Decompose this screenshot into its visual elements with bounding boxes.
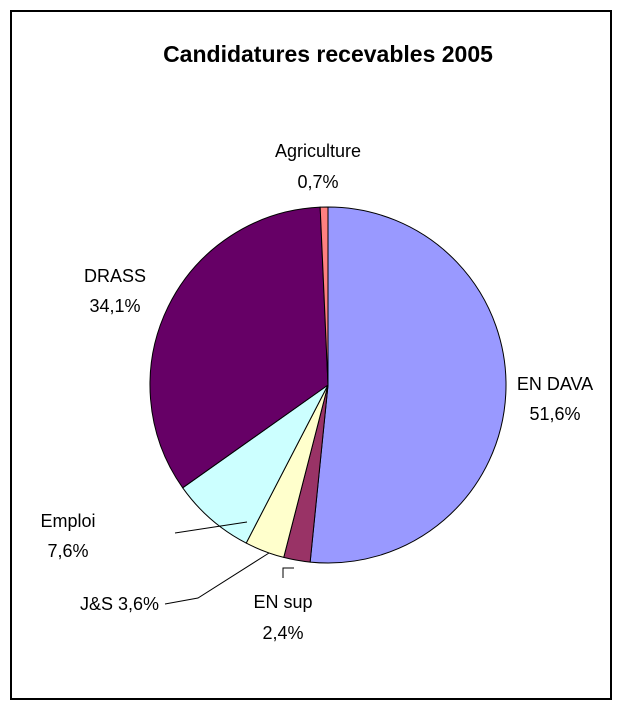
pie-slice-drass	[149, 206, 329, 489]
label-emploi-value: 7,6%	[47, 541, 88, 561]
leader-line-en-sup	[282, 567, 294, 578]
label-en-dava-name: EN DAVA	[517, 374, 593, 394]
leader-line-emploi	[174, 521, 248, 534]
pie-slice-en-dava	[309, 206, 507, 564]
label-agriculture-name: Agriculture	[275, 141, 361, 161]
label-en-dava-value: 51,6%	[529, 404, 580, 424]
leader-line-js	[164, 552, 270, 605]
label-drass-value: 34,1%	[89, 296, 140, 316]
label-en-sup-value: 2,4%	[262, 623, 303, 643]
label-emploi-name: Emploi	[40, 511, 95, 531]
label-drass-name: DRASS	[84, 266, 146, 286]
label-js-value: 3,6%	[118, 594, 159, 614]
label-en-sup-name: EN sup	[253, 592, 312, 612]
label-js-name: J&S	[80, 594, 113, 614]
label-agriculture-value: 0,7%	[297, 172, 338, 192]
pie-slices	[149, 206, 507, 564]
pie-slice-agriculture	[319, 206, 329, 386]
label-js: J&S 3,6%	[80, 594, 159, 614]
chart-title: Candidatures recevables 2005	[163, 41, 493, 67]
